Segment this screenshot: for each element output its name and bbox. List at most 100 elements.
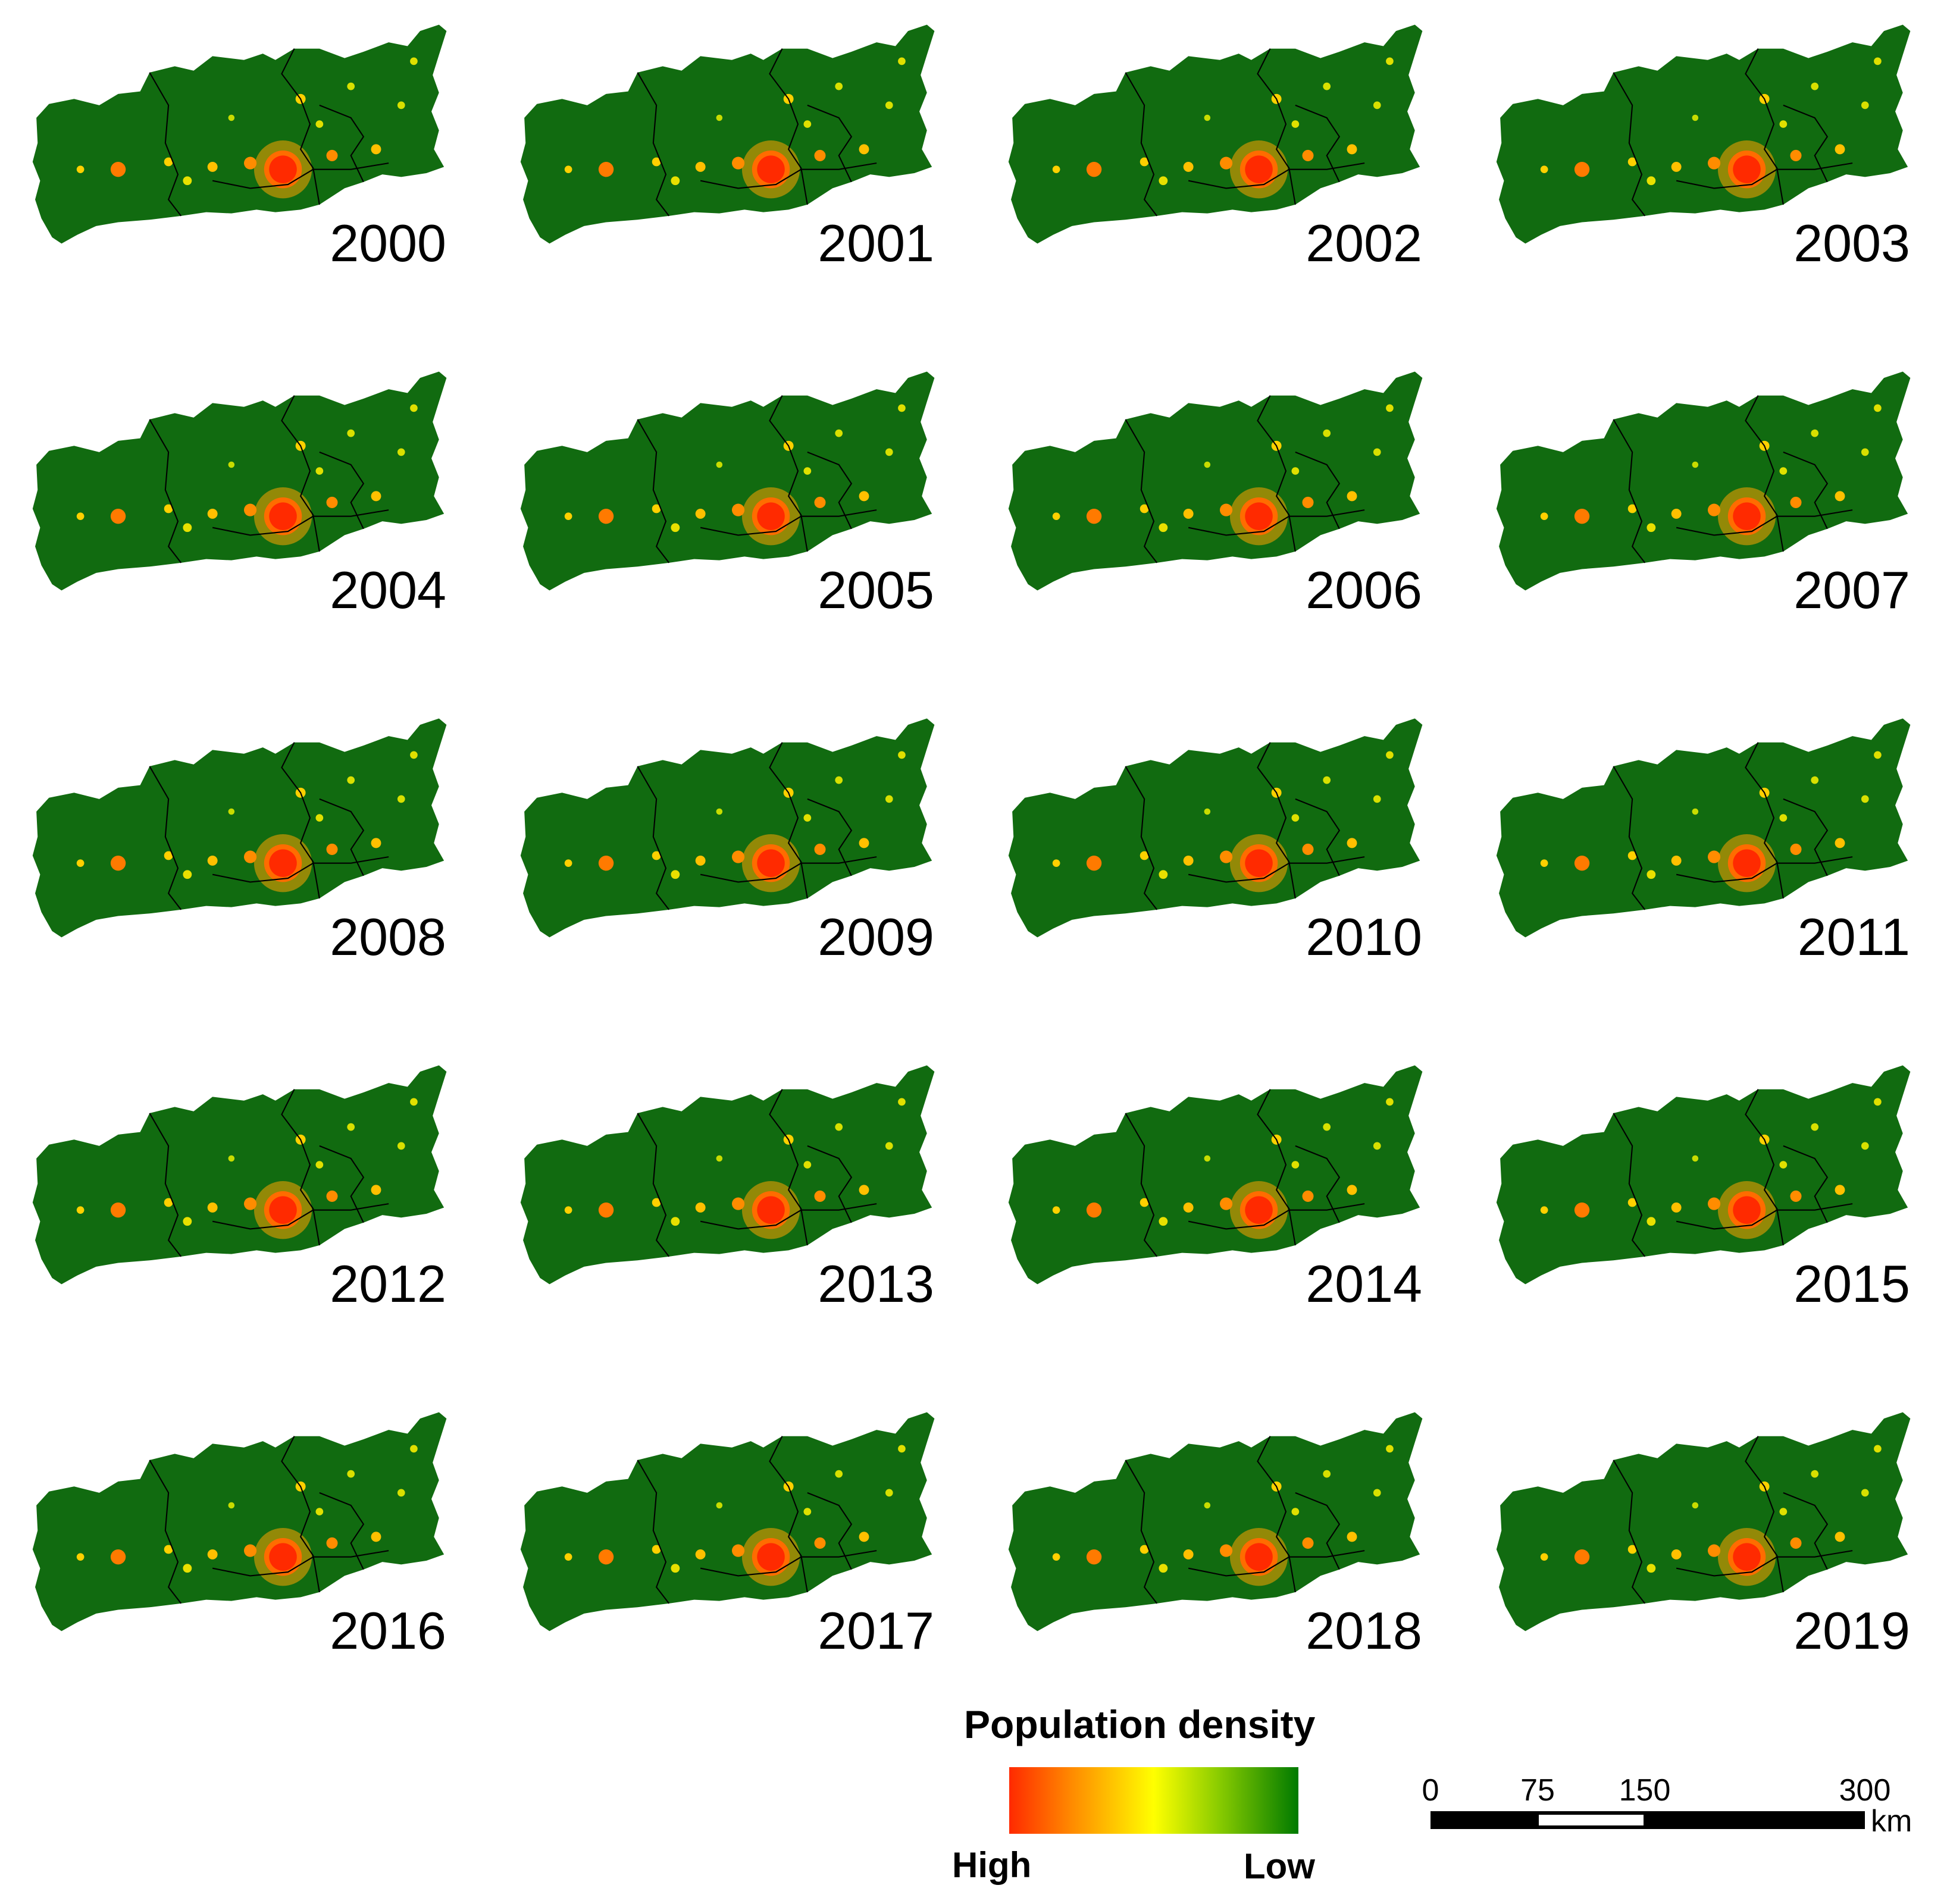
admin-boundary xyxy=(700,856,877,883)
population-density-map xyxy=(520,24,935,244)
density-hotspot xyxy=(1874,1445,1882,1453)
density-hotspot xyxy=(1052,1553,1060,1561)
year-label: 2016 xyxy=(330,1601,446,1660)
density-hotspot xyxy=(732,156,745,170)
density-hotspot xyxy=(1692,114,1699,121)
density-hotspot xyxy=(716,1155,723,1162)
density-hotspot xyxy=(397,1489,405,1497)
density-hotspot xyxy=(814,496,826,508)
density-hotspot xyxy=(1373,1142,1381,1150)
density-hotspot xyxy=(898,1098,906,1106)
density-hotspot xyxy=(1291,120,1300,128)
density-hotspot xyxy=(1052,859,1060,868)
urban-core-hotspot xyxy=(757,502,785,530)
density-hotspot xyxy=(1373,1489,1381,1497)
density-hotspot xyxy=(835,1123,843,1131)
admin-boundary xyxy=(281,48,320,205)
density-hotspot xyxy=(1347,144,1357,155)
density-hotspot xyxy=(347,1123,355,1131)
density-hotspot xyxy=(1347,1532,1357,1542)
density-hotspot xyxy=(1811,776,1819,784)
map-panel-2019: 2019 xyxy=(1464,1399,1928,1733)
density-hotspot xyxy=(1220,1197,1233,1210)
density-hotspot xyxy=(1708,1544,1721,1557)
admin-boundary xyxy=(807,104,853,183)
density-hotspot xyxy=(885,795,893,803)
density-hotspot xyxy=(1347,491,1357,502)
region-outline xyxy=(520,371,935,591)
year-label: 2014 xyxy=(1306,1254,1422,1313)
population-density-map xyxy=(1496,24,1911,244)
density-hotspot xyxy=(835,429,843,437)
density-hotspot xyxy=(835,1470,843,1478)
year-label: 2002 xyxy=(1306,214,1422,273)
density-hotspot xyxy=(1861,1489,1869,1497)
region-outline xyxy=(1008,718,1423,938)
admin-boundary xyxy=(1295,798,1341,876)
admin-boundary xyxy=(700,1203,877,1230)
density-hotspot xyxy=(1861,101,1869,109)
admin-boundary xyxy=(1745,742,1784,899)
density-hotspot xyxy=(671,1564,680,1573)
year-label: 2013 xyxy=(818,1254,934,1313)
density-hotspot xyxy=(835,82,843,90)
density-hotspot xyxy=(315,1161,324,1169)
map-panel-2007: 2007 xyxy=(1464,359,1928,692)
admin-boundary xyxy=(1188,856,1365,883)
urban-core-hotspot xyxy=(269,1196,297,1224)
density-hotspot xyxy=(716,1502,723,1509)
density-hotspot xyxy=(110,509,126,524)
density-hotspot xyxy=(598,1202,614,1218)
density-hotspot xyxy=(371,491,381,502)
density-hotspot xyxy=(1386,751,1394,759)
urban-core-hotspot xyxy=(269,849,297,877)
map-panel-2002: 2002 xyxy=(976,12,1440,345)
admin-boundary xyxy=(319,1492,365,1570)
admin-boundary xyxy=(149,419,182,563)
legend-low-label: Low xyxy=(1244,1846,1315,1886)
density-hotspot xyxy=(1811,429,1819,437)
region-outline xyxy=(520,1412,935,1631)
urban-core-hotspot xyxy=(1245,1543,1273,1571)
density-hotspot xyxy=(564,512,572,521)
density-hotspot xyxy=(1708,156,1721,170)
admin-boundary xyxy=(637,419,670,563)
density-hotspot xyxy=(1140,851,1149,860)
density-hotspot xyxy=(1671,1549,1682,1559)
population-density-map xyxy=(1008,1412,1423,1631)
density-hotspot xyxy=(110,1202,126,1218)
density-hotspot xyxy=(164,504,173,513)
density-hotspot xyxy=(1790,1190,1802,1202)
density-hotspot xyxy=(1540,512,1548,521)
density-hotspot xyxy=(1052,1206,1060,1214)
admin-boundary xyxy=(149,72,182,217)
density-hotspot xyxy=(76,165,84,174)
density-hotspot xyxy=(244,1544,257,1557)
population-density-map xyxy=(32,371,447,591)
density-hotspot xyxy=(326,149,338,161)
density-hotspot xyxy=(898,751,906,759)
density-hotspot xyxy=(652,1198,661,1207)
scale-bar: 0 75 150 300 km xyxy=(1416,1761,1940,1880)
density-hotspot xyxy=(1574,1202,1590,1218)
density-hotspot xyxy=(1291,467,1300,475)
density-hotspot xyxy=(732,503,745,516)
admin-boundary xyxy=(1613,1113,1646,1257)
density-hotspot xyxy=(347,429,355,437)
density-hotspot xyxy=(671,523,680,533)
density-hotspot xyxy=(1811,1470,1819,1478)
scale-bar-frame xyxy=(1430,1811,1865,1829)
admin-boundary xyxy=(1676,1550,1853,1577)
density-hotspot xyxy=(652,851,661,860)
density-hotspot xyxy=(1671,509,1682,519)
density-hotspot xyxy=(652,504,661,513)
density-hotspot xyxy=(1302,1190,1314,1202)
admin-boundary xyxy=(1125,419,1158,563)
density-hotspot xyxy=(1647,523,1656,533)
admin-boundary xyxy=(1295,1492,1341,1570)
admin-boundary xyxy=(281,395,320,552)
density-hotspot xyxy=(1204,808,1211,815)
density-hotspot xyxy=(1692,808,1699,815)
population-density-map xyxy=(1008,1065,1423,1285)
admin-boundary xyxy=(319,104,365,183)
